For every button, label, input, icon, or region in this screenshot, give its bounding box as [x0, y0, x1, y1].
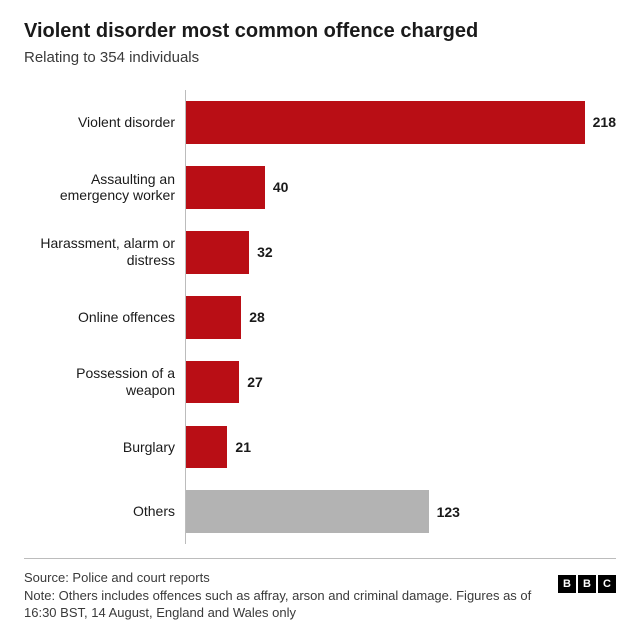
bar-row: 123	[186, 479, 616, 544]
category-labels-column: Violent disorder Assaulting an emergency …	[25, 90, 185, 544]
bar-row: 218	[186, 90, 616, 155]
bar-value: 28	[249, 309, 265, 325]
bar-row: 40	[186, 155, 616, 220]
bar-value: 40	[273, 179, 289, 195]
logo-b1: B	[558, 575, 576, 593]
bar	[186, 490, 429, 533]
bar-row: 21	[186, 415, 616, 480]
bar-row: 32	[186, 220, 616, 285]
bar-row: 27	[186, 350, 616, 415]
category-label: Burglary	[25, 439, 185, 456]
category-label-row: Assaulting an emergency worker	[25, 155, 185, 220]
chart-title: Violent disorder most common offence cha…	[24, 20, 616, 43]
category-label-row: Harassment, alarm or distress	[25, 220, 185, 285]
logo-b2: B	[578, 575, 596, 593]
bar-row: 28	[186, 285, 616, 350]
category-label-row: Online offences	[25, 285, 185, 350]
bar-value: 123	[437, 504, 460, 520]
bar-wrap: 218	[186, 101, 616, 144]
note-line: Note: Others includes offences such as a…	[24, 588, 531, 621]
category-label: Online offences	[25, 309, 185, 326]
bar	[186, 426, 227, 469]
chart-footer: Source: Police and court reports Note: O…	[24, 558, 616, 622]
footer-text: Source: Police and court reports Note: O…	[24, 569, 542, 622]
bar-wrap: 28	[186, 296, 616, 339]
bar-value: 32	[257, 244, 273, 260]
category-label: Possession of a weapon	[25, 365, 185, 399]
category-label-row: Burglary	[25, 415, 185, 480]
bar-wrap: 27	[186, 361, 616, 404]
bbc-logo: B B C	[558, 575, 616, 593]
bar	[186, 361, 239, 404]
bars-column: 218 40 32 28 27 21 123	[185, 90, 616, 544]
category-label: Assaulting an emergency worker	[25, 171, 185, 205]
category-label: Harassment, alarm or distress	[25, 235, 185, 269]
category-label-row: Violent disorder	[25, 90, 185, 155]
bar-chart: Violent disorder Assaulting an emergency …	[24, 90, 616, 544]
category-label: Violent disorder	[25, 114, 185, 131]
category-label-row: Possession of a weapon	[25, 350, 185, 415]
bar	[186, 231, 249, 274]
category-label-row: Others	[25, 479, 185, 544]
bar-value: 27	[247, 374, 263, 390]
bar	[186, 296, 241, 339]
bar-wrap: 123	[186, 490, 616, 533]
bar-wrap: 21	[186, 426, 616, 469]
bar-value: 218	[593, 114, 616, 130]
bar-value: 21	[235, 439, 251, 455]
category-label: Others	[25, 503, 185, 520]
bar	[186, 101, 585, 144]
bar	[186, 166, 265, 209]
source-line: Source: Police and court reports	[24, 570, 210, 585]
chart-subtitle: Relating to 354 individuals	[24, 49, 616, 66]
bar-wrap: 40	[186, 166, 616, 209]
bar-wrap: 32	[186, 231, 616, 274]
logo-c: C	[598, 575, 616, 593]
